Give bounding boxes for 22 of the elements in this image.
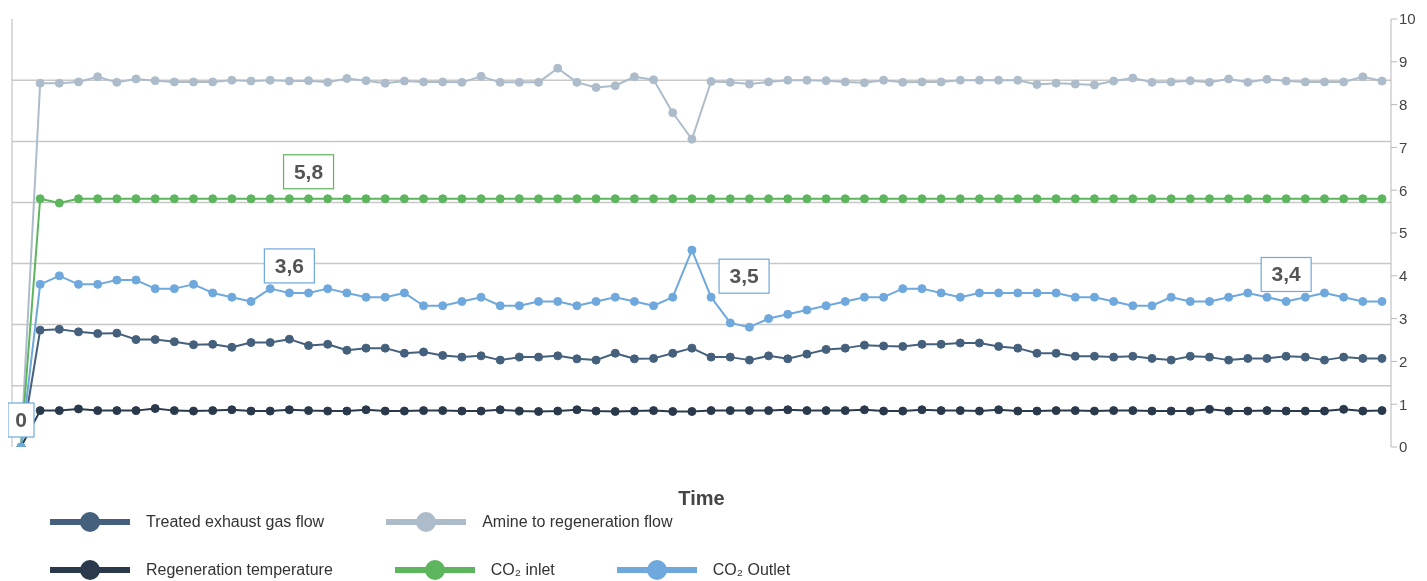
y-tick-label: 4: [1399, 267, 1408, 285]
y-tick-label: 10: [1399, 10, 1416, 28]
y-tick-label: 1: [1399, 395, 1408, 413]
y-tick-label: 6: [1399, 181, 1408, 199]
y-tick-label: 5: [1399, 224, 1408, 242]
legend-label: CO₂ Outlet: [712, 561, 791, 579]
x-axis-title: Time: [678, 487, 725, 509]
y-tick-label: 7: [1399, 138, 1408, 156]
data-label: 0: [15, 408, 27, 431]
y-tick-label: 0: [1399, 438, 1408, 456]
data-label: 3,6: [274, 253, 304, 277]
legend-label: Regeneration temperature: [146, 561, 333, 579]
y-tick-label: 3: [1399, 309, 1408, 327]
data-label: 5,8: [293, 159, 324, 183]
y-tick-label: 8: [1399, 95, 1408, 113]
y-tick-label: 9: [1399, 53, 1408, 71]
legend-label: Treated exhaust gas flow: [146, 513, 325, 531]
data-label: 3,4: [1271, 262, 1302, 286]
y-tick-label: 2: [1399, 352, 1408, 370]
data-label: 3,5: [729, 264, 759, 288]
legend-label: CO₂ inlet: [490, 561, 555, 579]
legend-label: Amine to regeneration flow: [482, 513, 673, 531]
